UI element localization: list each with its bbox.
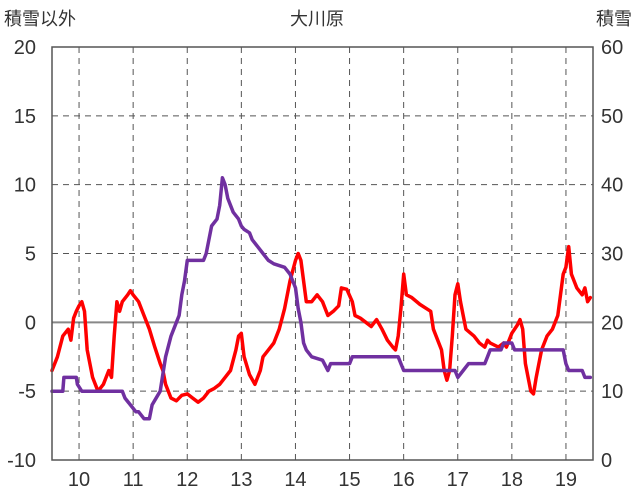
- x-tick-label: 15: [338, 469, 360, 491]
- x-tick-label: 12: [176, 469, 198, 491]
- y-left-tick-label: 0: [25, 312, 36, 334]
- series-layer: [50, 176, 593, 421]
- y-left-tick-label: 20: [14, 37, 36, 59]
- y-right-tick-label: 20: [601, 312, 623, 334]
- series-line-red: [50, 244, 593, 404]
- grid: [52, 47, 593, 460]
- y-right-tick-label: 0: [601, 450, 612, 472]
- series-line-purple: [50, 176, 593, 421]
- y-right-tick-label: 30: [601, 244, 623, 266]
- x-tick-label: 16: [393, 469, 415, 491]
- y-left-tick-label: 5: [25, 244, 36, 266]
- chart-title: 大川原: [290, 9, 344, 30]
- y-axis-right-title: 積雪: [596, 9, 632, 30]
- x-tick-label: 10: [68, 469, 90, 491]
- x-tick-label: 18: [501, 469, 523, 491]
- x-tick-label: 17: [447, 469, 469, 491]
- y-right-tick-label: 50: [601, 106, 623, 128]
- x-tick-label: 19: [555, 469, 577, 491]
- y-left-tick-label: 15: [14, 106, 36, 128]
- y-left-tick-label: -10: [7, 450, 36, 472]
- x-tick-label: 11: [123, 469, 144, 491]
- plot-border: [51, 46, 594, 461]
- y-left-tick-label: -5: [18, 381, 36, 403]
- y-right-tick-label: 10: [601, 381, 623, 403]
- y-left-tick-label: 10: [14, 175, 36, 197]
- y-right-tick-label: 60: [601, 37, 623, 59]
- y-right-tick-label: 40: [601, 175, 623, 197]
- x-tick-label: 13: [230, 469, 252, 491]
- y-axis-left-title: 積雪以外: [4, 9, 76, 30]
- x-tick-label: 14: [284, 469, 306, 491]
